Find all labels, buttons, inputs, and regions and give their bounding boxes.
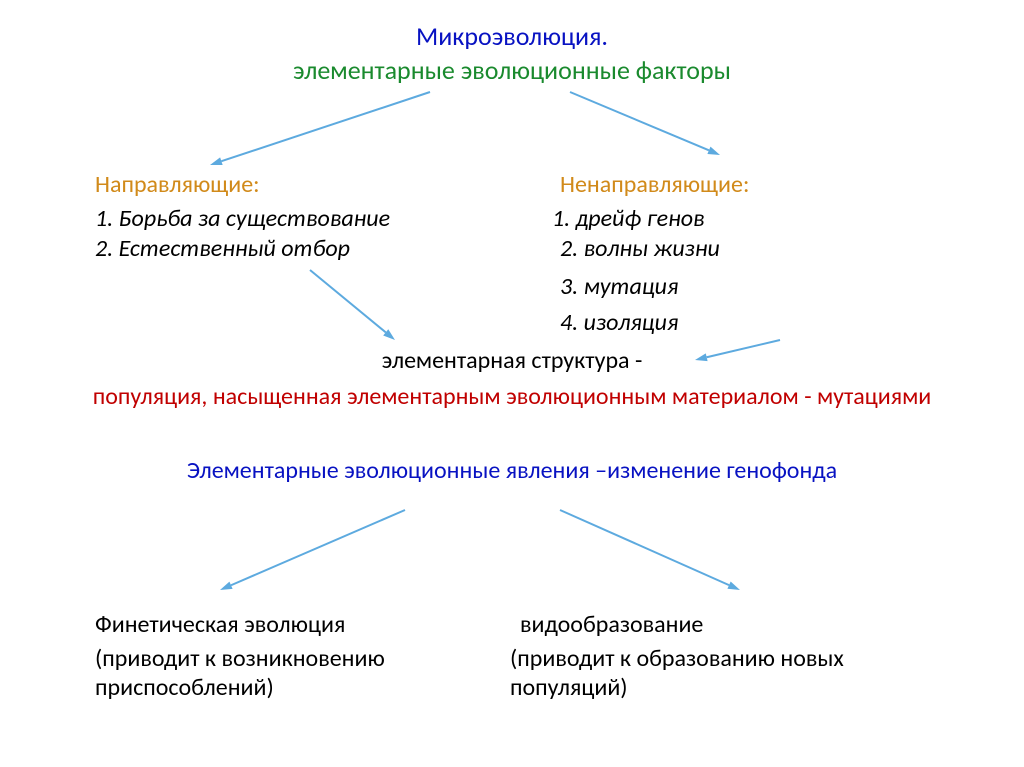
- arrows-layer: [0, 0, 1024, 767]
